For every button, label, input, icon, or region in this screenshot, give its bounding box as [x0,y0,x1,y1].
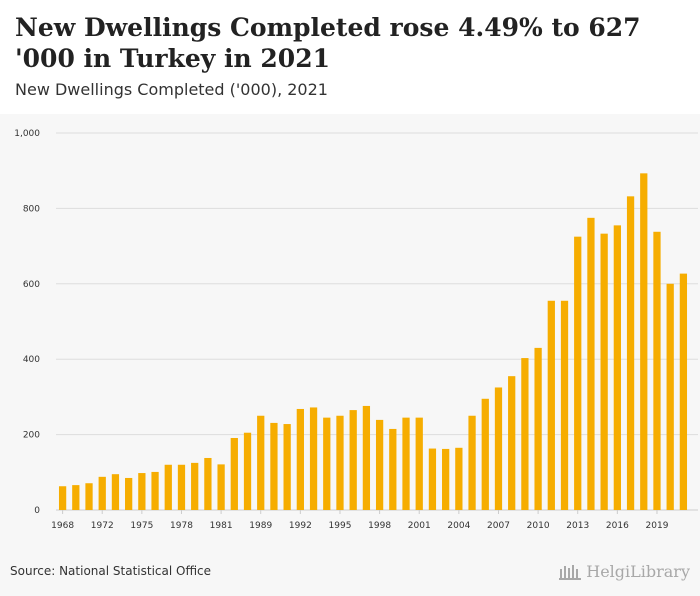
y-tick-label: 400 [23,355,40,365]
brand-name: HelgiLibrary [586,562,690,581]
bar [402,417,410,510]
bar [270,422,278,510]
bar [151,471,159,510]
x-tick-label: 2013 [566,521,589,531]
x-tick-label: 1995 [329,521,352,531]
library-icon [559,564,582,580]
header: New Dwellings Completed rose 4.49% to 62… [0,0,700,114]
bar [296,408,304,510]
x-tick-label: 1981 [210,521,233,531]
bar [164,464,172,510]
bar [468,415,476,510]
bar [72,485,80,510]
y-tick-label: 200 [23,431,40,441]
bar [666,283,674,510]
bar [587,217,595,510]
bar [204,457,212,510]
x-tick-label: 2007 [487,521,510,531]
x-tick-label: 2001 [408,521,431,531]
bar [230,437,238,510]
bar [375,419,384,510]
x-tick-label: 2010 [527,521,550,531]
bar [600,233,608,510]
x-tick-label: 1992 [289,521,312,531]
bar [626,196,635,510]
source-note: Source: National Statistical Office [10,564,212,578]
x-tick-label: 1998 [368,521,391,531]
bar [574,236,582,511]
y-tick-label: 600 [23,280,40,290]
footer: Source: National Statistical Office Helg… [0,544,700,596]
bar [640,173,648,511]
x-tick-label: 2016 [606,521,629,531]
x-tick-label: 1989 [249,521,272,531]
bar [217,464,225,510]
x-tick-label: 2019 [646,521,669,531]
bar [494,387,503,510]
bar [309,407,318,510]
bar [98,476,106,510]
chart-subtitle: New Dwellings Completed ('000), 2021 [15,80,328,99]
bar [323,417,331,510]
bar [349,410,357,510]
bars [58,173,688,511]
chart-title: New Dwellings Completed rose 4.49% to 62… [15,13,641,73]
bar [653,231,661,511]
bar [85,483,93,510]
bar [508,376,516,510]
bar [283,424,291,510]
bar [58,486,67,510]
bar [257,415,265,510]
brand-logo: HelgiLibrary [558,562,690,581]
bar [534,347,542,510]
x-tick-label: 1972 [91,521,114,531]
bar [111,474,120,510]
bar [125,477,133,510]
y-tick-label: 1,000 [14,129,40,139]
bar [455,447,463,510]
bar [362,405,371,510]
y-tick-label: 0 [34,506,40,516]
bar [243,432,252,510]
bar [442,448,450,510]
bar [336,415,344,510]
x-tick-label: 1968 [51,521,74,531]
bar [613,225,621,510]
bar [138,473,146,510]
bar [428,448,437,510]
x-tick-label: 1975 [130,521,153,531]
y-axis-ticks: 0 200 400 600 800 1,000 [14,129,40,516]
x-tick-label: 1978 [170,521,193,531]
y-tick-label: 800 [23,204,40,214]
bar [415,417,423,510]
bar [521,358,529,510]
bar [191,462,199,510]
bar [481,398,489,510]
x-tick-label: 2004 [447,521,470,531]
x-axis-ticks: 1968 1972 1975 1978 1981 1989 1992 1995 1998 2001… [51,510,669,531]
bar [547,300,555,510]
bar [177,464,186,510]
bar [389,428,397,510]
bar [679,273,688,510]
bar [560,300,569,510]
